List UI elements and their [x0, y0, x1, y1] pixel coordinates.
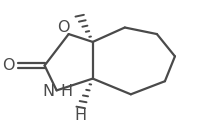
- Text: N: N: [42, 84, 54, 99]
- Text: O: O: [2, 58, 14, 73]
- Text: H: H: [60, 84, 72, 99]
- Text: H: H: [74, 108, 86, 123]
- Text: O: O: [57, 20, 70, 35]
